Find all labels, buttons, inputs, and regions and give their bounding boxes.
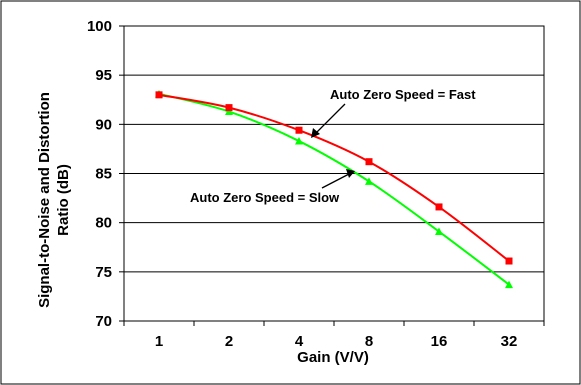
y-axis-ticks: 70 75 80 85 90 95 100 (87, 18, 124, 330)
x-tick-label: 1 (155, 333, 163, 350)
data-point-slow (295, 137, 303, 145)
y-tick-label: 75 (95, 264, 112, 281)
data-point-slow (505, 280, 513, 289)
data-point-slow (435, 227, 443, 236)
data-point-slow (225, 107, 233, 116)
x-tick-label: 16 (431, 333, 448, 350)
y-axis-title-line-2: Ratio (dB) (55, 164, 72, 236)
annotation-fast: Auto Zero Speed = Fast (330, 87, 476, 102)
data-point-fast (435, 203, 443, 211)
y-tick-label: 100 (87, 18, 112, 35)
annotation-fast-arrowhead (311, 128, 320, 138)
data-point-fast (155, 91, 163, 99)
x-tick-label: 32 (501, 333, 518, 350)
y-tick-label: 90 (95, 116, 112, 133)
x-tick-label: 8 (365, 333, 373, 350)
data-point-slow (365, 177, 373, 185)
data-point-fast (365, 158, 373, 166)
annotation-slow: Auto Zero Speed = Slow (190, 190, 340, 205)
y-tick-label: 70 (95, 313, 112, 330)
series-layer (155, 89, 513, 289)
y-tick-label: 85 (95, 166, 112, 183)
annotation-slow-arrow (321, 173, 350, 189)
annotation-fast-arrow (315, 103, 346, 134)
annotation-slow-arrowhead (346, 169, 355, 178)
series-line-fast (158, 93, 510, 262)
data-point-fast (225, 104, 233, 112)
series-line-slow (158, 92, 510, 286)
y-axis-title-line-1: Signal-to-Noise and Distortion (36, 92, 53, 308)
data-point-fast (505, 257, 513, 265)
x-tick-label: 4 (295, 333, 304, 350)
y-tick-label: 80 (95, 215, 112, 232)
y-axis-title: Signal-to-Noise and Distortion Ratio (dB… (36, 92, 72, 308)
y-tick-label: 95 (95, 67, 112, 84)
data-point-fast (295, 126, 303, 134)
x-tick-label: 2 (225, 333, 233, 350)
x-axis-title: Gain (V/V) (297, 349, 369, 366)
annotation-layer: Auto Zero Speed = Fast Auto Zero Speed =… (190, 87, 476, 205)
x-axis-ticks: 1 2 4 8 16 32 (123, 321, 545, 350)
